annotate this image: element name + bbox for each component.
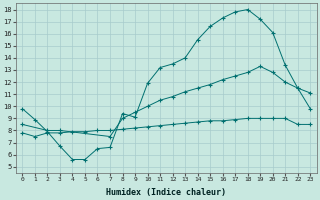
- X-axis label: Humidex (Indice chaleur): Humidex (Indice chaleur): [106, 188, 226, 197]
